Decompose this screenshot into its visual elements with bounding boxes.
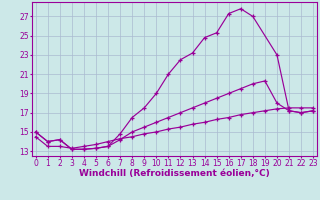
X-axis label: Windchill (Refroidissement éolien,°C): Windchill (Refroidissement éolien,°C) <box>79 169 270 178</box>
